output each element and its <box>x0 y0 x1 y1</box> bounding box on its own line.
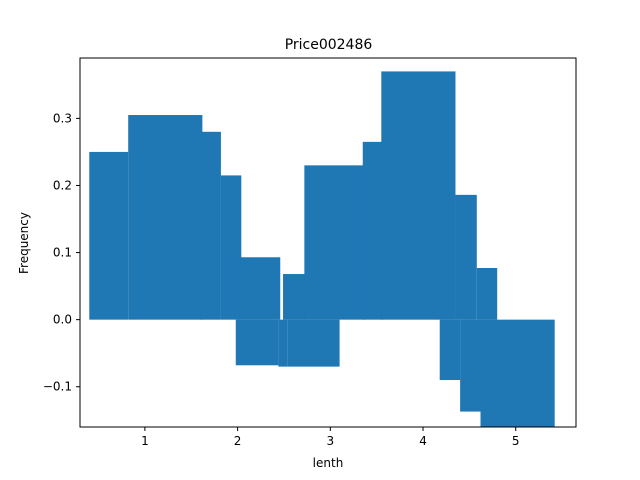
bar-11 <box>381 71 456 320</box>
bar-4 <box>235 319 279 366</box>
y-tick-label: 0.0 <box>53 313 72 327</box>
bar-12 <box>439 319 461 381</box>
y-tick-label: 0.2 <box>53 178 72 192</box>
bar-10 <box>362 141 384 320</box>
x-tick-label: 5 <box>512 434 520 448</box>
bar-3 <box>220 175 242 320</box>
x-tick-label: 2 <box>234 434 242 448</box>
bar-6 <box>278 319 288 367</box>
y-tick-label: 0.3 <box>53 111 72 125</box>
plot-frame <box>79 57 577 428</box>
bar-14 <box>460 319 481 412</box>
bar-16 <box>480 319 555 427</box>
bar-8 <box>287 319 340 367</box>
x-axis-label: lenth <box>313 456 344 470</box>
bar-15 <box>476 267 498 320</box>
x-tick-label: 1 <box>141 434 149 448</box>
y-tick-label: −0.1 <box>43 380 72 394</box>
x-axis: 1 2 3 4 5 <box>141 427 520 448</box>
bar-1 <box>128 115 203 320</box>
bar-7 <box>283 274 307 320</box>
y-axis: −0.1 0.0 0.1 0.2 0.3 <box>43 111 80 394</box>
bar-13 <box>455 194 477 320</box>
x-tick-label: 3 <box>326 434 334 448</box>
bar-2 <box>200 131 221 320</box>
bar-9 <box>304 165 365 320</box>
bar-5 <box>239 257 281 320</box>
y-axis-label: Frequency <box>17 212 31 274</box>
chart-title: Price002486 <box>285 37 373 53</box>
x-tick-label: 4 <box>419 434 427 448</box>
y-tick-label: 0.1 <box>53 246 72 260</box>
bar-0 <box>89 151 129 320</box>
bars-group <box>89 71 555 427</box>
